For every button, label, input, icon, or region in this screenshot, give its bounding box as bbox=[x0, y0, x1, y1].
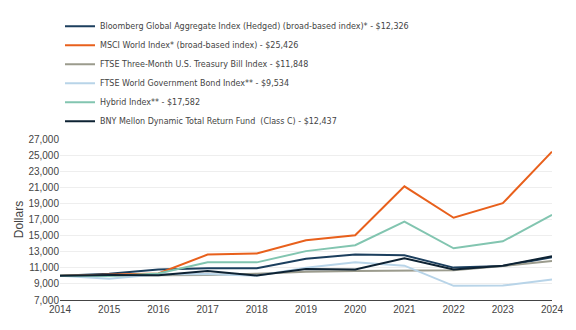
svg-text:2022: 2022 bbox=[442, 304, 465, 315]
svg-text:FTSE World Government Bond Ind: FTSE World Government Bond Index** - $9,… bbox=[100, 79, 289, 88]
svg-text:2024: 2024 bbox=[541, 304, 564, 315]
svg-text:9,000: 9,000 bbox=[34, 278, 59, 289]
svg-text:15,000: 15,000 bbox=[28, 230, 59, 241]
svg-text:27,000: 27,000 bbox=[28, 134, 59, 145]
svg-text:2015: 2015 bbox=[98, 304, 121, 315]
svg-text:21,000: 21,000 bbox=[28, 182, 59, 193]
svg-text:13,000: 13,000 bbox=[28, 246, 59, 257]
svg-text:19,000: 19,000 bbox=[28, 198, 59, 209]
svg-text:Bloomberg Global Aggregate Ind: Bloomberg Global Aggregate Index (Hedged… bbox=[100, 22, 409, 31]
svg-text:FTSE Three-Month U.S. Treasury: FTSE Three-Month U.S. Treasury Bill Inde… bbox=[100, 60, 308, 69]
svg-text:2019: 2019 bbox=[295, 304, 318, 315]
svg-text:BNY Mellon Dynamic Total Retur: BNY Mellon Dynamic Total Return Fund (Cl… bbox=[100, 117, 337, 126]
svg-text:Hybrid Index** - $17,582: Hybrid Index** - $17,582 bbox=[100, 98, 200, 107]
svg-text:2014: 2014 bbox=[49, 304, 72, 315]
svg-text:2017: 2017 bbox=[196, 304, 219, 315]
svg-text:2018: 2018 bbox=[246, 304, 269, 315]
svg-text:11,000: 11,000 bbox=[29, 262, 59, 273]
svg-text:17,000: 17,000 bbox=[28, 214, 59, 225]
svg-text:MSCI World Index* (broad-based: MSCI World Index* (broad-based index) - … bbox=[100, 41, 298, 50]
svg-text:2023: 2023 bbox=[492, 304, 515, 315]
svg-text:23,000: 23,000 bbox=[28, 166, 59, 177]
svg-text:2016: 2016 bbox=[147, 304, 170, 315]
svg-text:2021: 2021 bbox=[393, 304, 416, 315]
svg-text:7,000: 7,000 bbox=[34, 295, 59, 306]
svg-text:2020: 2020 bbox=[344, 304, 367, 315]
svg-text:Dollars: Dollars bbox=[12, 201, 26, 238]
svg-text:25,000: 25,000 bbox=[28, 150, 59, 161]
